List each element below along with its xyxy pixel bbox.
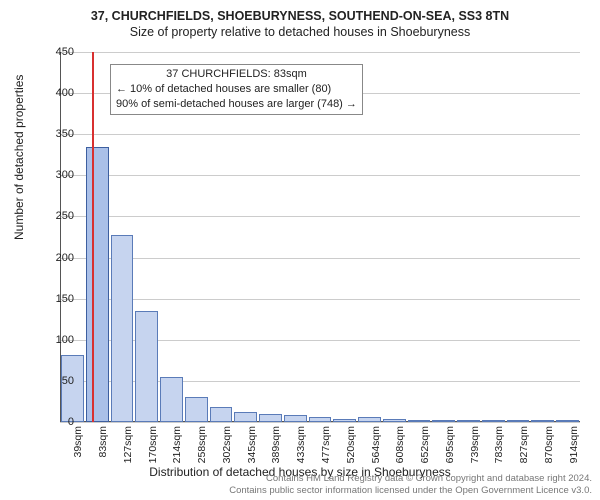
histogram-bar xyxy=(457,420,480,422)
y-tick-label: 450 xyxy=(44,46,74,58)
x-tick-label: 914sqm xyxy=(568,426,580,466)
x-tick-label: 783sqm xyxy=(493,426,505,466)
histogram-bar xyxy=(86,147,109,422)
y-tick-label: 300 xyxy=(44,169,74,181)
y-tick-label: 50 xyxy=(44,375,74,387)
histogram-bar xyxy=(556,420,579,422)
x-tick-label: 520sqm xyxy=(345,426,357,466)
histogram-bar xyxy=(160,377,183,422)
annotation-line-1: 37 CHURCHFIELDS: 83sqm xyxy=(116,67,357,82)
histogram-bar xyxy=(135,311,158,422)
y-tick-label: 250 xyxy=(44,210,74,222)
x-tick-label: 739sqm xyxy=(469,426,481,466)
histogram-bar xyxy=(531,420,554,422)
x-tick-label: 258sqm xyxy=(196,426,208,466)
x-tick-label: 214sqm xyxy=(171,426,183,466)
y-tick-label: 150 xyxy=(44,293,74,305)
footer-line-1: Contains HM Land Registry data © Crown c… xyxy=(229,473,592,485)
gridline xyxy=(60,134,580,135)
x-tick-label: 345sqm xyxy=(246,426,258,466)
annotation-box: 37 CHURCHFIELDS: 83sqm← 10% of detached … xyxy=(110,64,363,115)
histogram-bar xyxy=(432,420,455,422)
y-tick-label: 350 xyxy=(44,128,74,140)
annotation-line-3: 90% of semi-detached houses are larger (… xyxy=(116,97,357,112)
annotation-line-2: ← 10% of detached houses are smaller (80… xyxy=(116,82,357,97)
footer-line-2: Contains public sector information licen… xyxy=(229,485,592,497)
y-axis-label: Number of detached properties xyxy=(12,75,26,240)
y-tick-label: 200 xyxy=(44,252,74,264)
y-tick-label: 400 xyxy=(44,87,74,99)
histogram-bar xyxy=(61,355,84,422)
page-title: 37, CHURCHFIELDS, SHOEBURYNESS, SOUTHEND… xyxy=(0,0,600,24)
gridline xyxy=(60,258,580,259)
x-tick-label: 827sqm xyxy=(518,426,530,466)
histogram-bar xyxy=(408,420,431,422)
x-tick-label: 870sqm xyxy=(543,426,555,466)
histogram-bar xyxy=(383,419,406,422)
histogram-bar xyxy=(185,397,208,422)
histogram-bar xyxy=(284,415,307,422)
histogram-bar xyxy=(111,235,134,422)
gridline xyxy=(60,299,580,300)
page-subtitle: Size of property relative to detached ho… xyxy=(0,24,600,40)
gridline xyxy=(60,216,580,217)
gridline xyxy=(60,52,580,53)
histogram-bar xyxy=(507,420,530,422)
x-tick-label: 39sqm xyxy=(72,426,84,466)
marker-line xyxy=(92,52,94,422)
x-tick-label: 652sqm xyxy=(419,426,431,466)
chart-container: 37, CHURCHFIELDS, SHOEBURYNESS, SOUTHEND… xyxy=(0,0,600,500)
footer-attribution: Contains HM Land Registry data © Crown c… xyxy=(229,473,592,497)
x-tick-label: 433sqm xyxy=(295,426,307,466)
y-tick-label: 0 xyxy=(44,416,74,428)
x-tick-label: 564sqm xyxy=(370,426,382,466)
x-tick-label: 127sqm xyxy=(122,426,134,466)
x-tick-label: 477sqm xyxy=(320,426,332,466)
histogram-bar xyxy=(234,412,257,422)
x-tick-label: 83sqm xyxy=(97,426,109,466)
gridline xyxy=(60,422,580,423)
x-tick-label: 608sqm xyxy=(394,426,406,466)
histogram-bar xyxy=(333,419,356,422)
histogram-bar xyxy=(358,417,381,422)
histogram-bar xyxy=(210,407,233,422)
gridline xyxy=(60,175,580,176)
histogram-bar xyxy=(482,420,505,422)
x-tick-label: 302sqm xyxy=(221,426,233,466)
x-tick-label: 389sqm xyxy=(270,426,282,466)
x-tick-label: 170sqm xyxy=(147,426,159,466)
histogram-bar xyxy=(259,414,282,422)
histogram-bar xyxy=(309,417,332,422)
y-tick-label: 100 xyxy=(44,334,74,346)
x-tick-label: 695sqm xyxy=(444,426,456,466)
